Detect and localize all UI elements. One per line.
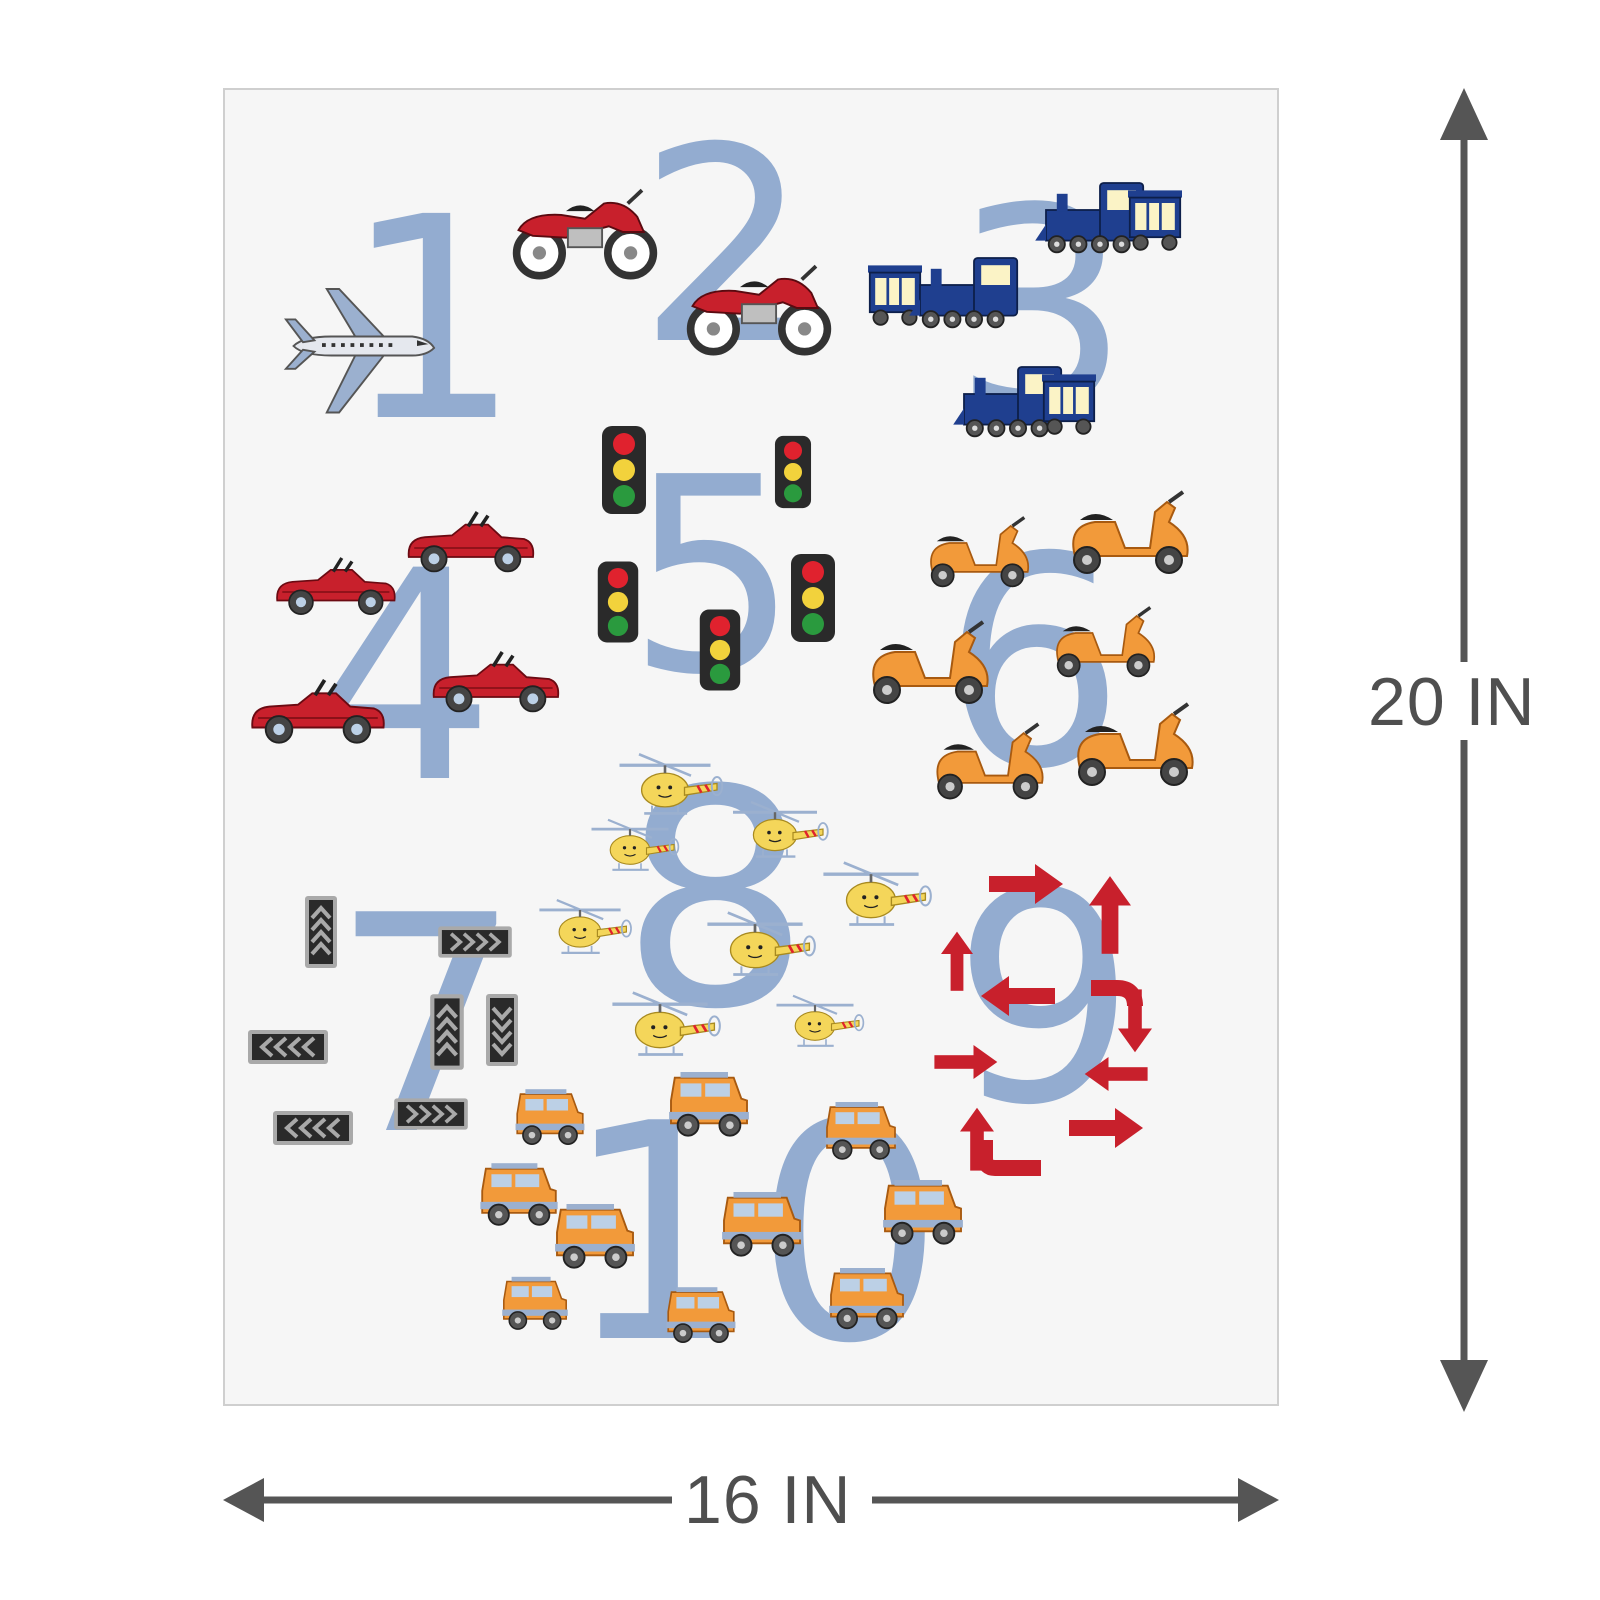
traffic-light-icon	[602, 426, 646, 514]
height-label: 20 IN	[1368, 664, 1536, 740]
numeral-1: 1	[343, 158, 521, 484]
red-curved-arrow-icon	[1091, 980, 1143, 1007]
helicopter-icon	[537, 898, 633, 955]
traffic-light-icon	[699, 609, 741, 691]
chevron-sign-icon	[271, 1109, 355, 1147]
train-car-icon	[1126, 189, 1184, 252]
chevron-sign-icon	[430, 994, 464, 1070]
numeral-2: 2	[638, 90, 810, 404]
number-poster: 1 2 3 4 5 6 7 8 9 10	[223, 88, 1279, 1408]
traffic-light-icon	[774, 435, 812, 509]
suv-car-icon	[501, 1276, 569, 1330]
scooter-icon	[871, 620, 990, 705]
helicopter-icon	[821, 860, 933, 927]
width-label: 16 IN	[684, 1462, 852, 1538]
poster-artwork: 1 2 3 4 5 6 7 8 9 10	[246, 90, 1195, 1408]
chevron-sign-icon	[436, 924, 514, 960]
traffic-light-icon	[791, 554, 835, 642]
chevron-sign-icon	[484, 992, 520, 1068]
motorcycle-icon	[517, 190, 654, 276]
suv-car-icon	[479, 1162, 559, 1226]
width-arrow	[223, 1478, 1279, 1522]
chevron-sign-icon	[303, 894, 339, 970]
red-curved-arrow-icon	[977, 1140, 1041, 1176]
height-arrow	[1440, 88, 1488, 1412]
chevron-sign-icon	[246, 1028, 330, 1066]
train-car-icon	[866, 264, 924, 327]
traffic-light-icon	[597, 561, 639, 643]
chevron-sign-icon	[392, 1096, 470, 1132]
